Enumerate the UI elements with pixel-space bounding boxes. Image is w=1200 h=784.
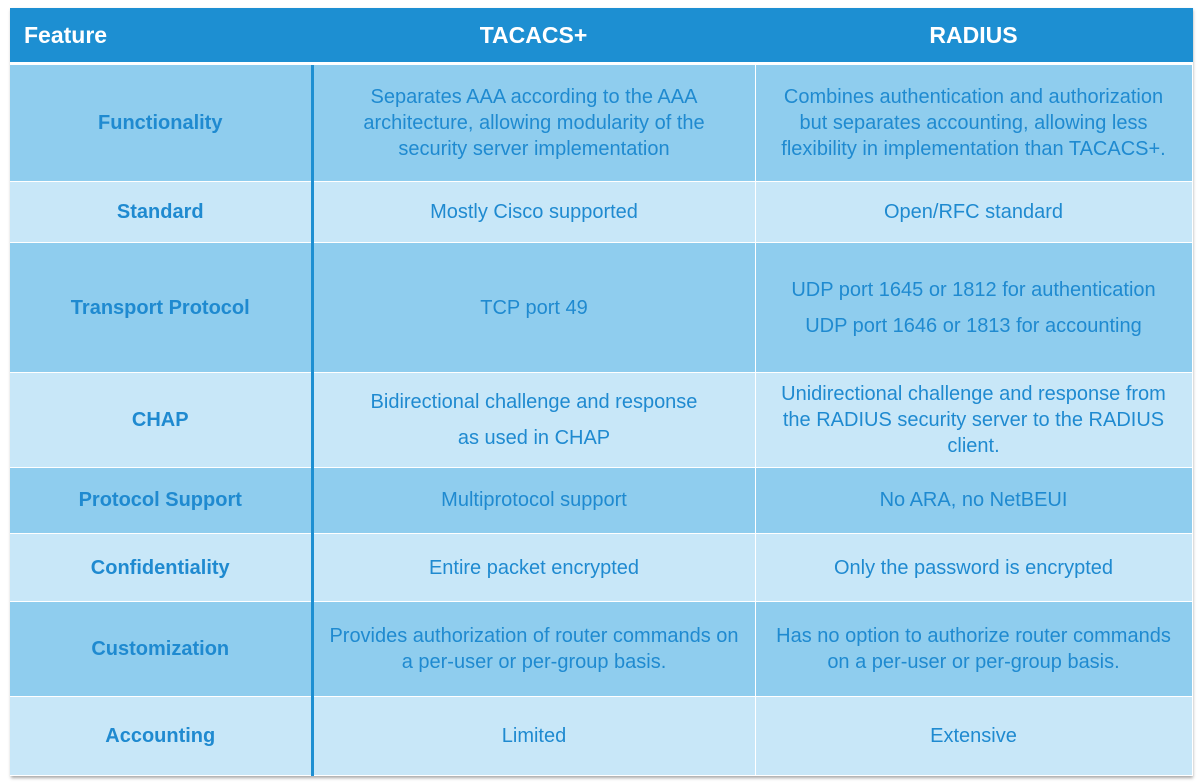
table-row: Customization Provides authorization of … — [10, 601, 1193, 697]
radius-cell: Has no option to authorize router comman… — [755, 601, 1193, 697]
tacacs-radius-comparison-table: Feature TACACS+ RADIUS Functionality Sep… — [10, 8, 1193, 777]
tacacs-cell: Entire packet encrypted — [312, 532, 756, 603]
row-feature-label: Confidentiality — [10, 532, 314, 603]
row-feature-label: Standard — [10, 181, 314, 243]
tacacs-cell: Multiprotocol support — [312, 466, 756, 534]
radius-cell: Only the password is encrypted — [755, 532, 1193, 603]
row-feature-label: Protocol Support — [10, 466, 314, 534]
header-radius: RADIUS — [755, 8, 1193, 65]
radius-cell: Unidirectional challenge and response fr… — [755, 372, 1193, 468]
table-row: Protocol Support Multiprotocol support N… — [10, 466, 1193, 534]
table-row: Accounting Limited Extensive — [10, 695, 1193, 777]
tacacs-cell: Limited — [312, 695, 756, 777]
row-feature-label: Customization — [10, 601, 314, 697]
tacacs-cell: Separates AAA according to the AAA archi… — [312, 62, 756, 183]
table-row: Functionality Separates AAA according to… — [10, 62, 1193, 183]
radius-cell: Extensive — [755, 695, 1193, 777]
header-tacacs: TACACS+ — [312, 8, 756, 65]
radius-cell: Combines authentication and authorizatio… — [755, 62, 1193, 183]
table-row: Standard Mostly Cisco supported Open/RFC… — [10, 181, 1193, 243]
table-row: Confidentiality Entire packet encrypted … — [10, 532, 1193, 603]
row-feature-label: Functionality — [10, 62, 314, 183]
header-row: Feature TACACS+ RADIUS — [10, 8, 1193, 65]
header-feature: Feature — [10, 8, 313, 65]
tacacs-cell: Provides authorization of router command… — [312, 601, 756, 697]
radius-auth-port-line: UDP port 1645 or 1812 for authentication — [791, 278, 1156, 301]
tacacs-chap-line-1: Bidirectional challenge and response — [370, 390, 698, 413]
row-feature-label: Accounting — [10, 695, 314, 777]
row-feature-label: Transport Protocol — [10, 241, 314, 374]
radius-cell: No ARA, no NetBEUI — [755, 466, 1193, 534]
tacacs-cell: Bidirectional challenge and response as … — [312, 372, 756, 468]
table-row: CHAP Bidirectional challenge and respons… — [10, 372, 1193, 468]
radius-cell: Open/RFC standard — [755, 181, 1193, 243]
comparison-table-wrapper: Feature TACACS+ RADIUS Functionality Sep… — [10, 8, 1193, 777]
radius-cell: UDP port 1645 or 1812 for authentication… — [755, 241, 1193, 374]
tacacs-cell: TCP port 49 — [312, 241, 756, 374]
table-row: Transport Protocol TCP port 49 UDP port … — [10, 241, 1193, 374]
radius-acct-port-line: UDP port 1646 or 1813 for accounting — [805, 314, 1142, 337]
tacacs-cell: Mostly Cisco supported — [312, 181, 756, 243]
row-feature-label: CHAP — [10, 372, 314, 468]
tacacs-chap-line-2: as used in CHAP — [457, 426, 611, 449]
